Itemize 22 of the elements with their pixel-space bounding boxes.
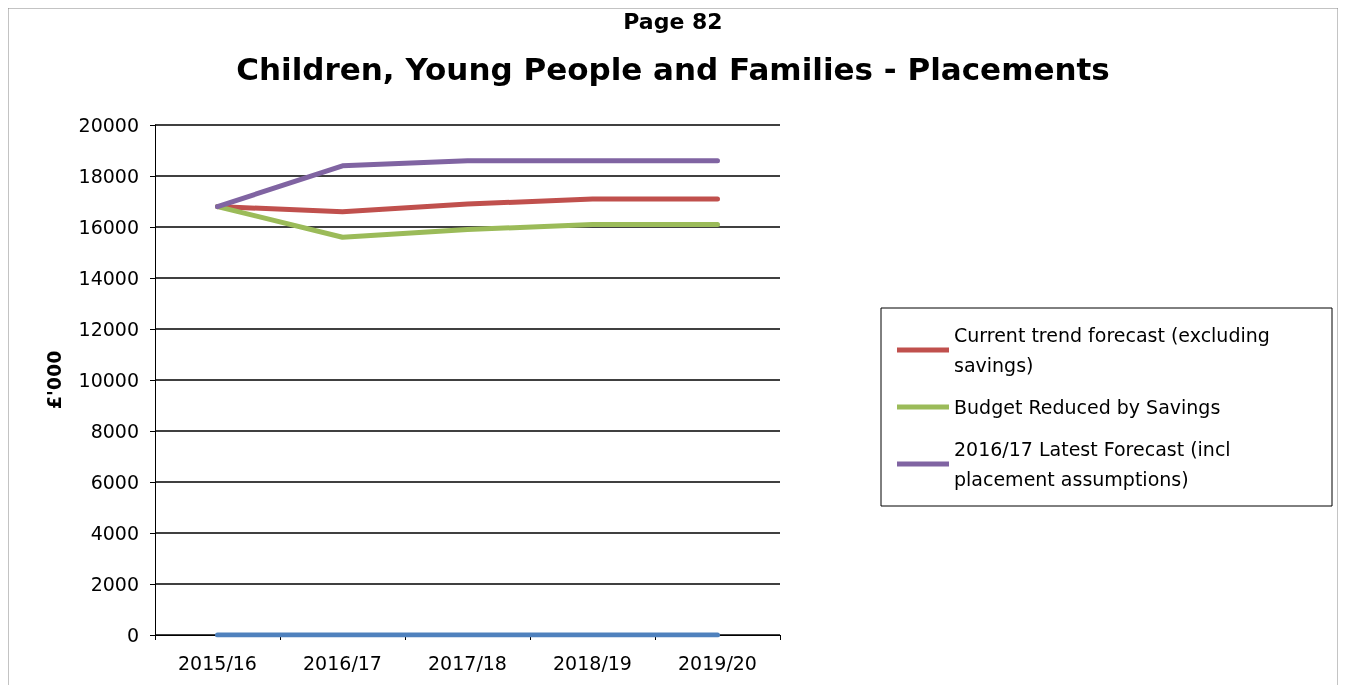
y-tick-label: 2000 — [90, 573, 139, 595]
legend-label: 2016/17 Latest Forecast (incl placement assumptions) — [954, 438, 1237, 490]
y-axis-title: £'000 — [42, 350, 65, 410]
x-tick-label: 2015/16 — [178, 651, 257, 674]
y-tick-label: 10000 — [78, 369, 139, 391]
legend-label: Current trend forecast (excluding savings) — [954, 324, 1276, 376]
x-tick-label: 2017/18 — [428, 651, 507, 674]
y-tick-label: 8000 — [90, 420, 139, 442]
y-tick-label: 14000 — [78, 267, 139, 289]
legend-label: Budget Reduced by Savings — [954, 396, 1221, 418]
x-tick-label: 2018/19 — [553, 651, 632, 674]
x-tick-label: 2016/17 — [303, 651, 382, 674]
y-tick-label: 12000 — [78, 318, 139, 340]
y-tick-label: 0 — [126, 624, 139, 646]
chart-title: Children, Young People and Families - Placements — [236, 50, 1110, 87]
y-tick-label: 20000 — [78, 114, 139, 136]
text: Page 82 — [623, 8, 723, 34]
y-tick-label: 18000 — [78, 165, 139, 187]
x-tick-label: 2019/20 — [678, 651, 757, 674]
y-tick-label: 6000 — [90, 471, 139, 493]
y-tick-label: 16000 — [78, 216, 139, 238]
y-tick-label: 4000 — [90, 522, 139, 544]
